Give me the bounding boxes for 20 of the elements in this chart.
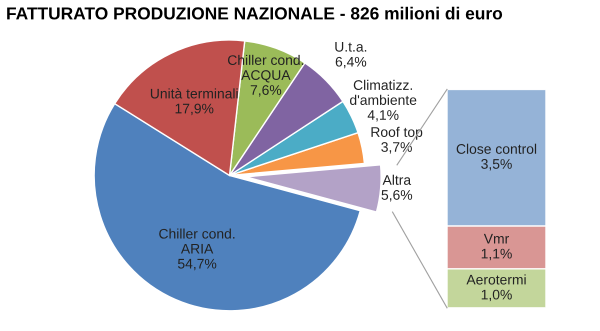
data-label: 4,1% — [368, 110, 399, 122]
chart-title: FATTURATO PRODUZIONE NAZIONALE - 826 milioni di euro — [7, 6, 502, 20]
series-label: Aerotermi — [466, 274, 526, 285]
data-label: 17,9% — [176, 104, 214, 116]
slice-label: Altra — [382, 174, 412, 185]
data-label: 54,7% — [178, 258, 216, 270]
series-label: Close control — [456, 144, 536, 154]
data-label: 6,4% — [336, 56, 366, 68]
slice-label: Roof top — [371, 126, 422, 140]
slice-label: Chiller cond. ARIA — [159, 228, 234, 254]
slice-label: U.t.a. — [335, 42, 366, 52]
data-label: 7,6% — [250, 85, 282, 97]
data-label: 5,6% — [382, 190, 412, 202]
data-label: 1,0% — [482, 290, 512, 302]
data-label: 1,1% — [482, 248, 512, 260]
slice-label: Climatizz. d'ambiente — [350, 80, 416, 105]
data-label: 3,7% — [381, 142, 412, 154]
data-label: 3,5% — [481, 159, 512, 170]
series-label: Vmr — [484, 234, 509, 244]
slice-label: Unità terminali — [150, 88, 238, 99]
